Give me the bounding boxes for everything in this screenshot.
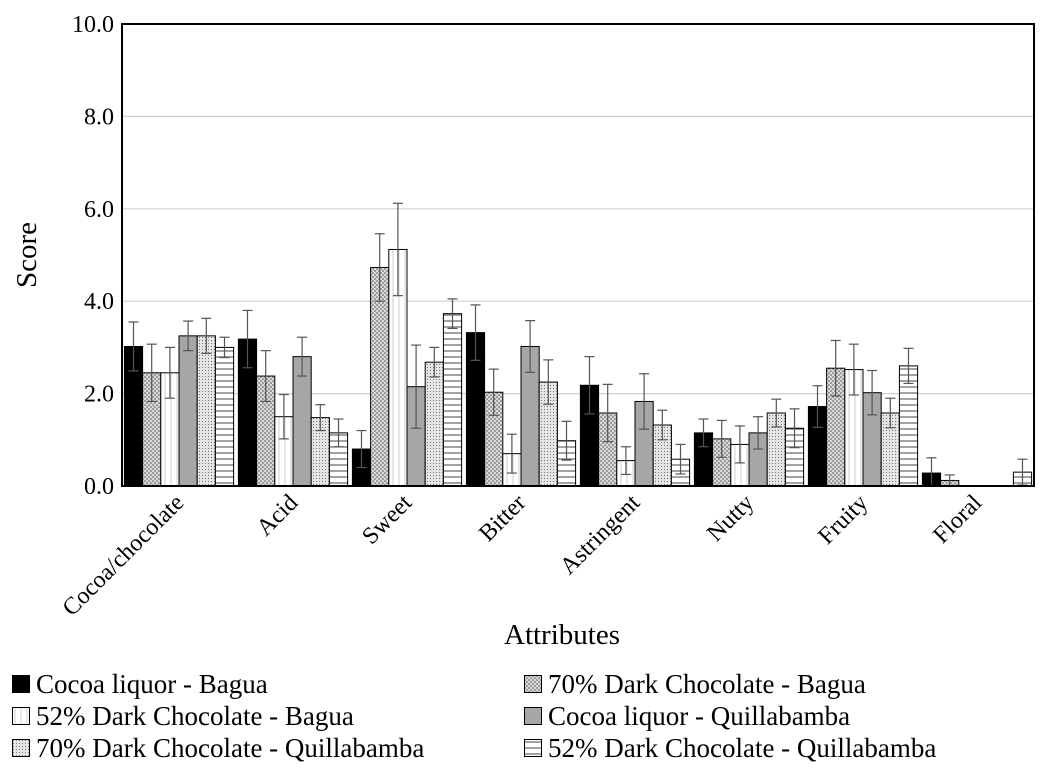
x-tick-label: Astringent xyxy=(555,490,645,580)
error-bar xyxy=(297,336,308,377)
error-bar xyxy=(584,356,595,415)
legend-label: Cocoa liquor - Quillabamba xyxy=(548,700,851,731)
x-tick-label: Nutty xyxy=(702,490,759,547)
legend-label: Cocoa liquor - Bagua xyxy=(36,668,268,699)
error-bar xyxy=(525,320,536,373)
legend-swatch xyxy=(12,675,30,693)
error-bar xyxy=(201,317,212,355)
legend-label: 70% Dark Chocolate - Quillabamba xyxy=(36,732,425,763)
legend-swatch xyxy=(524,739,542,757)
legend-swatch xyxy=(524,707,542,725)
error-bar xyxy=(602,383,613,443)
legend-label: 52% Dark Chocolate - Bagua xyxy=(36,700,354,731)
error-bar xyxy=(278,393,289,440)
x-tick-label: Fruity xyxy=(813,490,873,550)
legend-entry: 52% Dark Chocolate - Quillabamba xyxy=(524,732,1036,764)
y-tick-label: 0.0 xyxy=(84,474,114,500)
legend-entry: Cocoa liquor - Quillabamba xyxy=(524,700,1036,732)
y-tick-label: 6.0 xyxy=(84,197,114,223)
error-bar xyxy=(392,202,403,297)
y-tick-label: 8.0 xyxy=(84,104,114,130)
error-bar xyxy=(698,418,709,448)
error-bar xyxy=(675,443,686,475)
error-bar xyxy=(620,446,631,476)
legend-entry: 70% Dark Chocolate - Quillabamba xyxy=(12,732,524,764)
error-bar xyxy=(146,343,157,403)
error-bar xyxy=(429,346,440,378)
gridlines xyxy=(122,115,1034,395)
bars xyxy=(123,248,1033,487)
error-bar xyxy=(543,359,554,405)
error-bar xyxy=(488,368,499,416)
y-tick-labels: 0.0 2.0 4.0 6.0 8.0 10.0 xyxy=(72,12,114,500)
error-bar xyxy=(356,429,367,469)
error-bar xyxy=(260,350,271,403)
y-tick-label: 2.0 xyxy=(84,382,114,408)
plot-frame xyxy=(121,23,1035,487)
error-bar xyxy=(470,304,481,361)
error-bar xyxy=(242,309,253,369)
error-bars xyxy=(128,202,1028,487)
error-bar xyxy=(734,425,745,464)
legend-entry: 52% Dark Chocolate - Bagua xyxy=(12,700,524,732)
bar xyxy=(214,346,235,487)
x-axis-title: Attributes xyxy=(504,619,620,651)
y-axis-title: Score xyxy=(11,222,43,288)
bar xyxy=(442,313,463,487)
legend-label: 70% Dark Chocolate - Bagua xyxy=(548,668,866,699)
error-bar xyxy=(506,433,517,474)
error-bar xyxy=(789,408,800,449)
legend-swatch xyxy=(524,675,542,693)
error-bar xyxy=(812,385,823,428)
bar xyxy=(196,335,216,487)
x-tick-label: Floral xyxy=(928,490,987,549)
error-bar xyxy=(411,344,422,429)
error-bar xyxy=(903,347,914,385)
x-tick-label: Bitter xyxy=(474,490,531,547)
error-bar xyxy=(333,418,344,448)
bar xyxy=(178,335,198,487)
legend-swatch xyxy=(12,707,30,725)
legend-swatch xyxy=(12,739,30,757)
legend-entry: 70% Dark Chocolate - Bagua xyxy=(524,668,1036,700)
legend-entry: Cocoa liquor - Bagua xyxy=(12,668,524,700)
error-bar xyxy=(830,339,841,397)
x-tick-label: Sweet xyxy=(357,490,417,550)
error-bar xyxy=(447,298,458,330)
error-bar xyxy=(867,369,878,416)
error-bar xyxy=(164,346,175,399)
x-tick-label: Acid xyxy=(252,490,303,541)
error-bar xyxy=(315,404,326,432)
error-bar xyxy=(885,397,896,429)
error-bar xyxy=(848,343,859,396)
bar xyxy=(424,361,444,487)
error-bar xyxy=(753,416,764,450)
error-bar xyxy=(639,373,650,430)
legend: Cocoa liquor - Bagua 70% Dark Chocolate -… xyxy=(12,668,1036,764)
error-bar xyxy=(128,321,139,372)
error-bar xyxy=(219,336,230,359)
error-bar xyxy=(561,420,572,461)
legend-label: 52% Dark Chocolate - Quillabamba xyxy=(548,732,937,763)
chart: 0.0 2.0 4.0 6.0 8.0 10.0 Cocoa/chocolate Acid S… xyxy=(11,12,1035,651)
y-tick-label: 4.0 xyxy=(84,289,114,315)
x-tick-label: Cocoa/chocolate xyxy=(58,490,189,621)
category-labels: Cocoa/chocolate Acid Sweet Bitter Astringent… xyxy=(58,490,988,622)
error-bar xyxy=(374,233,385,302)
y-tick-label: 10.0 xyxy=(72,12,114,38)
error-bar xyxy=(183,320,194,352)
error-bar xyxy=(657,409,668,441)
error-bar xyxy=(716,419,727,458)
error-bar xyxy=(771,398,782,428)
